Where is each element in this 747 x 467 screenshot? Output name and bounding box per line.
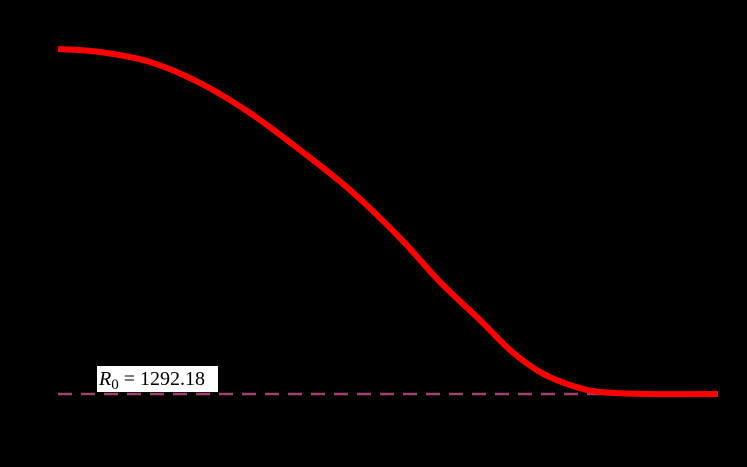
r0-value: = 1292.18 bbox=[118, 368, 205, 390]
data-curve bbox=[57, 46, 719, 398]
r0-annotation: R0 = 1292.18 bbox=[97, 366, 218, 393]
r0-symbol: R bbox=[99, 368, 112, 390]
r0-subscript: 0 bbox=[111, 377, 119, 393]
